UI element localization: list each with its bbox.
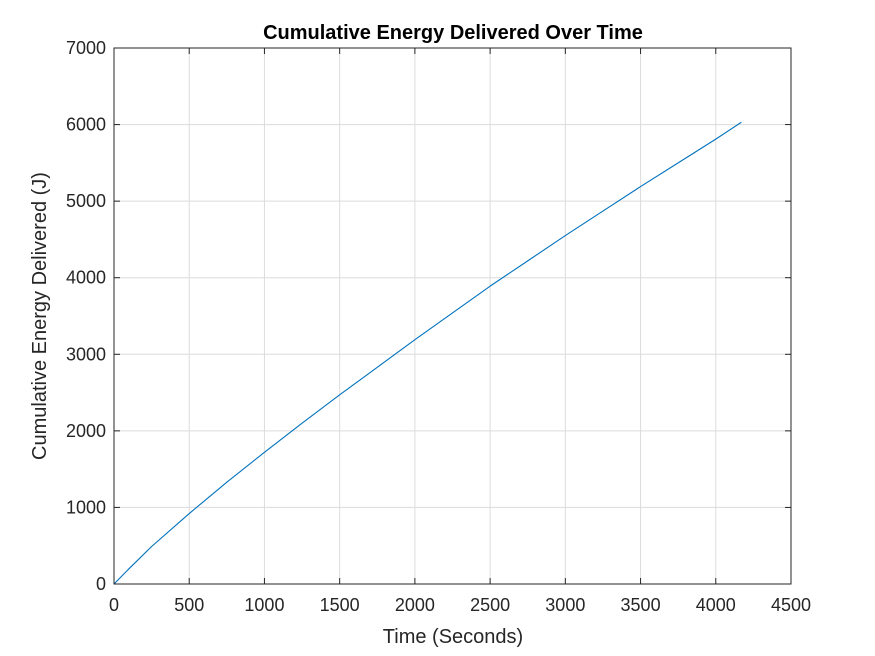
x-tick-label: 4000 bbox=[696, 595, 736, 615]
grid-lines bbox=[114, 48, 791, 584]
y-tick-label: 7000 bbox=[66, 38, 106, 58]
x-tick-label: 1000 bbox=[244, 595, 284, 615]
x-tick-label: 1500 bbox=[320, 595, 360, 615]
x-tick-label: 4500 bbox=[771, 595, 811, 615]
y-tick-label: 4000 bbox=[66, 268, 106, 288]
series-line bbox=[113, 121, 742, 585]
x-axis-label: Time (Seconds) bbox=[383, 626, 523, 648]
y-tick-label: 3000 bbox=[66, 344, 106, 364]
y-tick-label: 2000 bbox=[66, 421, 106, 441]
plot-area-frame bbox=[113, 47, 792, 585]
y-tick-label: 5000 bbox=[66, 191, 106, 211]
series-layer bbox=[113, 121, 742, 585]
x-tick-label: 0 bbox=[109, 595, 119, 615]
axis-ticks: 0 500 1000 1500 2000 2500 3000 3500 4000 4500 0 100… bbox=[66, 38, 811, 615]
x-tick-label: 2500 bbox=[470, 595, 510, 615]
y-axis-label: Cumulative Energy Delivered (J) bbox=[29, 172, 51, 460]
y-tick-label: 0 bbox=[96, 574, 106, 594]
x-tick-label: 3500 bbox=[621, 595, 661, 615]
x-tick-label: 2000 bbox=[395, 595, 435, 615]
y-tick-label: 6000 bbox=[66, 115, 106, 135]
x-tick-label: 500 bbox=[174, 595, 204, 615]
y-tick-label: 1000 bbox=[66, 497, 106, 517]
x-tick-label: 3000 bbox=[545, 595, 585, 615]
chart-title: Cumulative Energy Delivered Over Time bbox=[263, 22, 643, 44]
